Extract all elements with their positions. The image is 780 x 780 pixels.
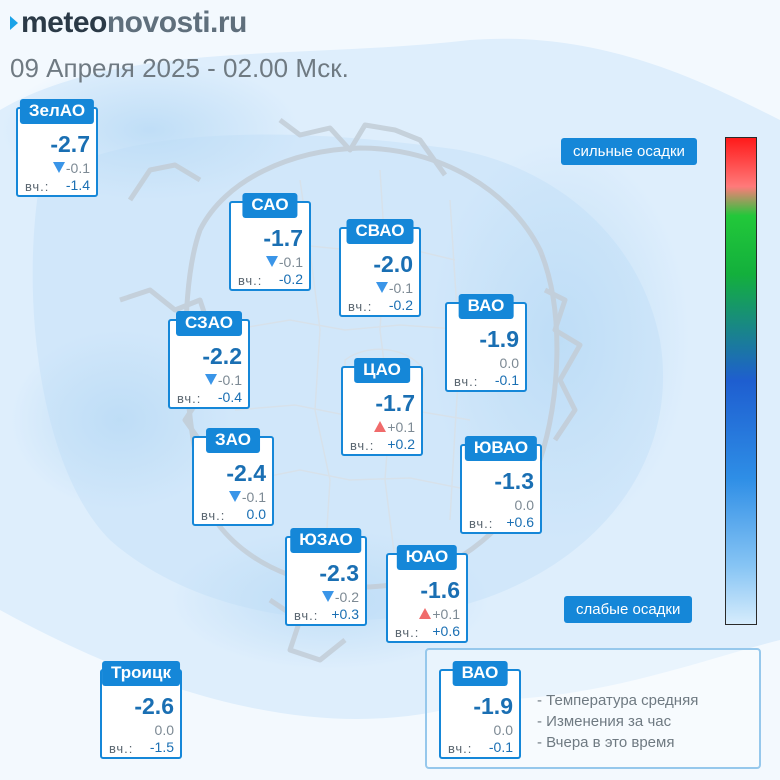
hourly-change: +0.1 [419,606,460,622]
district-name: ЮВАО [464,436,538,461]
logo-text-meteo: meteo [21,6,107,39]
yesterday-value: +0.2 [387,436,415,452]
district-card-yuvao[interactable]: ЮВАО -1.3 0.0 вч.: +0.6 [460,436,542,534]
yesterday-label: вч.: [454,374,479,389]
avg-temperature: -1.3 [494,468,534,494]
yesterday-value: +0.6 [432,623,460,639]
yesterday-value: -0.4 [217,389,242,405]
avg-temperature: -1.9 [479,326,519,352]
yesterday-value: 0.0 [246,506,266,522]
legend-hourly-change: 0.0 [493,722,513,738]
district-card-vao[interactable]: ВАО -1.9 0.0 вч.: -0.1 [445,294,527,392]
avg-temperature: -2.2 [202,343,242,369]
hourly-change: -0.1 [375,280,413,296]
hourly-change: -0.2 [321,589,359,605]
scale-label-light: слабые осадки [564,596,693,623]
legend-district-name: ВАО [452,661,508,686]
district-card-svao[interactable]: СВАО -2.0 -0.1 вч.: -0.2 [339,219,421,317]
district-card-zelao[interactable]: ЗелАО -2.7 -0.1 вч.: -1.4 [16,99,98,197]
district-name: ЗАО [206,428,260,453]
district-card-szao[interactable]: СЗАО -2.2 -0.1 вч.: -0.4 [168,311,250,409]
yesterday-label: вч.: [25,179,50,194]
legend-explanations: - Температура средняя - Изменения за час… [537,690,698,753]
legend-line-hourly-change: - Изменения за час [537,713,672,730]
arrow-up-icon [419,608,432,619]
arrow-down-icon [204,374,217,385]
district-name: СВАО [346,219,414,244]
logo-mark-icon [10,4,18,30]
hourly-change: -0.1 [265,254,303,270]
legend-avg-temperature: -1.9 [473,693,513,719]
yesterday-label: вч.: [294,608,319,623]
avg-temperature: -2.3 [319,560,359,586]
yesterday-label: вч.: [109,741,134,756]
yesterday-value: +0.3 [331,606,359,622]
yesterday-label: вч.: [350,438,375,453]
hourly-change: -0.1 [52,160,90,176]
site-logo[interactable]: meteonovosti.ru [10,6,247,40]
arrow-down-icon [228,491,241,502]
arrow-down-icon [375,282,388,293]
hourly-change: -0.1 [204,372,242,388]
avg-temperature: -1.7 [375,390,415,416]
yesterday-label: вч.: [177,391,202,406]
yesterday-label: вч.: [201,508,226,523]
legend-line-yesterday: - Вчера в это время [537,734,675,751]
district-card-troitsk[interactable]: Троицк -2.6 0.0 вч.: -1.5 [100,661,182,759]
district-name: ЗелАО [19,99,95,124]
arrow-down-icon [52,162,65,173]
district-name: ВАО [458,294,514,319]
district-name: ЮАО [396,545,458,570]
avg-temperature: -1.6 [420,577,460,603]
yesterday-value: -0.1 [494,372,519,388]
district-name: ЦАО [354,358,410,383]
yesterday-value: -0.2 [388,297,413,313]
district-name: ЮЗАО [290,528,362,553]
hourly-change: 0.0 [154,722,174,738]
district-card-sao[interactable]: САО -1.7 -0.1 вч.: -0.2 [229,193,311,291]
district-card-yuzao[interactable]: ЮЗАО -2.3 -0.2 вч.: +0.3 [285,528,367,626]
logo-text-novosti: novosti.ru [106,6,248,39]
avg-temperature: -2.4 [226,460,266,486]
avg-temperature: -2.0 [373,251,413,277]
hourly-change: -0.1 [228,489,266,505]
hourly-change: 0.0 [499,355,519,371]
avg-temperature: -1.7 [263,225,303,251]
date-time-subtitle: 09 Апреля 2025 - 02.00 Мск. [10,53,349,83]
legend-box: ВАО -1.9 0.0 вч.: -0.1 - Температура сре… [425,648,761,769]
avg-temperature: -2.6 [134,693,174,719]
district-card-zao[interactable]: ЗАО -2.4 -0.1 вч.: 0.0 [192,428,274,526]
legend-yesterday-value: -0.1 [488,739,513,755]
yesterday-value: -1.4 [65,177,90,193]
arrow-up-icon [374,421,387,432]
legend-sample-card: ВАО -1.9 0.0 вч.: -0.1 [439,661,521,759]
yesterday-label: вч.: [238,273,263,288]
hourly-change: +0.1 [374,419,415,435]
district-name: Троицк [102,661,180,686]
district-name: САО [242,193,298,218]
yesterday-label: вч.: [348,299,373,314]
yesterday-label: вч.: [395,625,420,640]
legend-line-avg-temp: - Температура средняя [537,692,699,709]
scale-label-heavy: сильные осадки [561,138,697,165]
district-card-tsao[interactable]: ЦАО -1.7 +0.1 вч.: +0.2 [341,358,423,456]
avg-temperature: -2.7 [50,131,90,157]
legend-yesterday-label: вч.: [448,741,473,756]
hourly-change: 0.0 [514,497,534,513]
yesterday-label: вч.: [469,516,494,531]
yesterday-value: -1.5 [149,739,174,755]
district-card-yuao[interactable]: ЮАО -1.6 +0.1 вч.: +0.6 [386,545,468,643]
district-name: СЗАО [176,311,242,336]
arrow-down-icon [321,591,334,602]
yesterday-value: +0.6 [506,514,534,530]
precipitation-scale-bar [725,137,757,625]
yesterday-value: -0.2 [278,271,303,287]
arrow-down-icon [265,256,278,267]
